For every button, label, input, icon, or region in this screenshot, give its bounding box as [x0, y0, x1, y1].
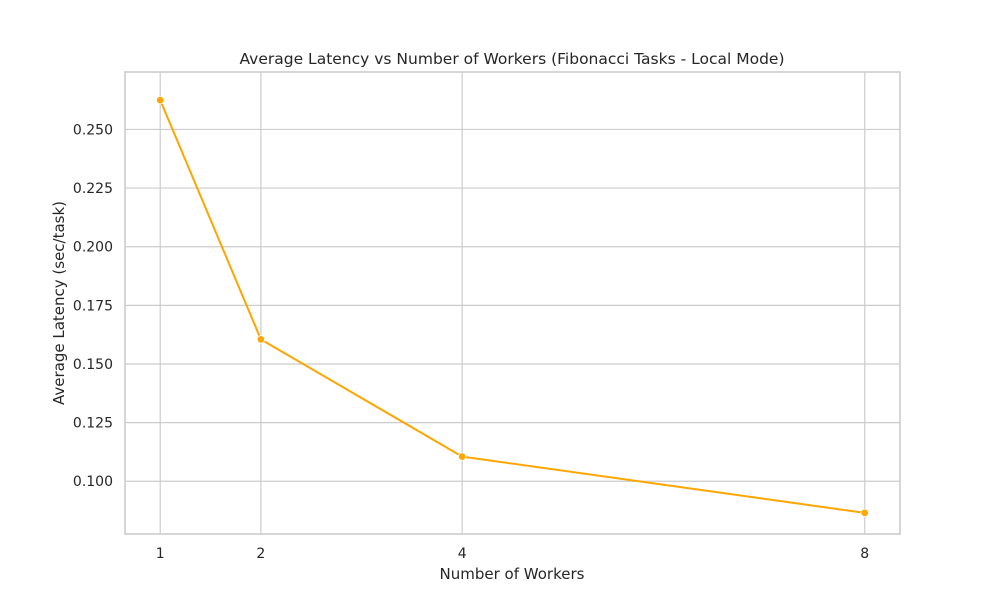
x-tick-label: 4: [458, 546, 467, 562]
plot-area-frame: [124, 71, 901, 535]
y-gridlines: [125, 128, 900, 482]
x-tick-labels: 1 2 4 8: [156, 546, 869, 562]
x-tick-label: 1: [156, 546, 165, 562]
data-point: [860, 508, 870, 518]
x-axis-label: Number of Workers: [440, 565, 585, 583]
x-tick-label: 8: [860, 546, 869, 562]
chart-title: Average Latency vs Number of Workers (Fi…: [239, 50, 784, 68]
y-tick-label: 0.175: [73, 298, 113, 314]
y-tick-label: 0.100: [73, 474, 113, 490]
data-point: [256, 335, 266, 344]
data-point: [457, 452, 467, 461]
y-tick-label: 0.225: [73, 181, 113, 197]
y-tick-label: 0.125: [73, 416, 113, 432]
y-axis-label: Average Latency (sec/task): [50, 201, 68, 405]
series-line: [159, 99, 865, 514]
x-tick-label: 2: [256, 546, 265, 562]
data-point: [155, 95, 165, 105]
x-gridlines: [159, 72, 866, 534]
y-tick-labels: 0.100 0.125 0.150 0.175 0.200 0.225 0.250: [73, 122, 113, 490]
series-layer: [155, 95, 870, 518]
y-tick-label: 0.250: [73, 122, 113, 138]
y-tick-label: 0.150: [73, 357, 113, 373]
y-tick-label: 0.200: [73, 240, 113, 256]
